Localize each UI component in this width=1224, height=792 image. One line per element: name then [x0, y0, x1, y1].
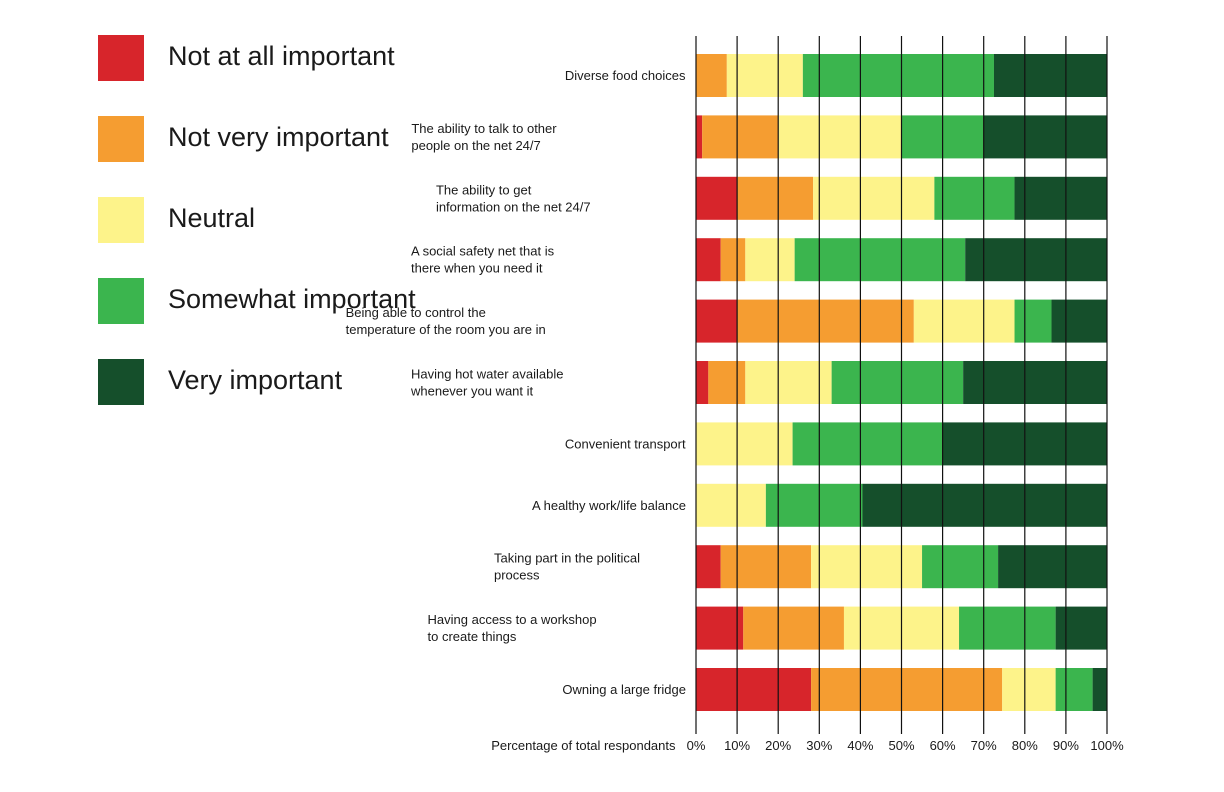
bar-taking-part-in-the-political-process-somewhat-important [922, 545, 999, 589]
x-tick-label-80: 80% [1012, 738, 1038, 753]
bar-the-ability-to-get-information-on-the-net-24-7-very-important [1014, 176, 1108, 220]
legend-item-very-important: Very important [98, 359, 458, 405]
bar-being-able-to-control-the-temperature-of-the-room-you-are-in-not-at-all-important [696, 299, 738, 343]
x-tick-label-30: 30% [806, 738, 832, 753]
bar-having-hot-water-available-whenever-you-want-it-very-important [963, 361, 1107, 404]
bar-being-able-to-control-the-temperature-of-the-room-you-are-in-somewhat-important [1014, 299, 1052, 343]
category-label-owning-a-large-fridge: Owning a large fridge [562, 682, 686, 697]
bar-the-ability-to-talk-to-other-people-on-the-net-24-7-not-very-important [702, 115, 779, 159]
bar-a-social-safety-net-that-is-there-when-you-need-it-somewhat-important [794, 238, 966, 282]
bar-a-healthy-work-life-balance-neutral [696, 483, 766, 527]
legend-item-somewhat-important: Somewhat important [98, 278, 458, 324]
bar-a-social-safety-net-that-is-there-when-you-need-it-neutral [745, 238, 795, 282]
bar-owning-a-large-fridge-neutral [1002, 668, 1056, 711]
bar-diverse-food-choices-not-very-important [696, 54, 727, 97]
gridlines [695, 36, 1108, 734]
category-label-the-ability-to-talk-to-other-people-on-the-net-24-7: The ability to talk to other people on th… [411, 121, 557, 153]
legend-label-neutral: Neutral [168, 203, 256, 233]
category-label-a-social-safety-net-that-is-there-when-you-need-it: A social safety net that is there when yo… [411, 244, 555, 276]
category-label-convenient-transport: Convenient transport [565, 436, 686, 451]
bar-the-ability-to-talk-to-other-people-on-the-net-24-7-neutral [778, 115, 902, 159]
x-tick-label-70: 70% [971, 738, 997, 753]
x-tick-label-50: 50% [888, 738, 914, 753]
legend-label-not-at-all-important: Not at all important [168, 41, 395, 71]
legend: Not at all important Not very important … [98, 35, 458, 405]
bar-the-ability-to-talk-to-other-people-on-the-net-24-7-not-at-all-important [696, 115, 703, 159]
bar-diverse-food-choices-neutral [726, 54, 803, 97]
bar-diverse-food-choices-somewhat-important [802, 54, 994, 97]
legend-swatch-not-at-all-important [98, 35, 144, 81]
bar-having-access-to-a-workshop-to-create-things-very-important [1055, 606, 1108, 650]
bars-layer [696, 54, 1108, 711]
bar-taking-part-in-the-political-process-very-important [998, 545, 1108, 589]
category-label-having-hot-water-available-whenever-you-want-it: Having hot water available whenever you w… [410, 367, 563, 399]
bar-being-able-to-control-the-temperature-of-the-room-you-are-in-neutral [913, 299, 1015, 343]
legend-item-neutral: Neutral [98, 197, 458, 243]
bar-having-hot-water-available-whenever-you-want-it-not-at-all-important [696, 361, 709, 404]
x-tick-label-20: 20% [765, 738, 791, 753]
category-label-a-healthy-work-life-balance: A healthy work/life balance [532, 498, 686, 513]
bar-taking-part-in-the-political-process-not-at-all-important [696, 545, 721, 589]
x-tick-label-40: 40% [847, 738, 873, 753]
bar-the-ability-to-get-information-on-the-net-24-7-somewhat-important [934, 176, 1015, 220]
bar-having-access-to-a-workshop-to-create-things-somewhat-important [959, 606, 1056, 650]
bar-being-able-to-control-the-temperature-of-the-room-you-are-in-very-important [1051, 299, 1108, 343]
bar-a-social-safety-net-that-is-there-when-you-need-it-very-important [965, 238, 1108, 282]
bar-diverse-food-choices-very-important [993, 54, 1108, 97]
legend-item-not-very-important: Not very important [98, 116, 458, 162]
bar-the-ability-to-get-information-on-the-net-24-7-neutral [813, 176, 935, 220]
bar-owning-a-large-fridge-not-very-important [811, 668, 1003, 711]
legend-label-not-very-important: Not very important [168, 122, 389, 152]
x-tick-label-100: 100% [1090, 738, 1124, 753]
bar-the-ability-to-get-information-on-the-net-24-7-not-at-all-important [696, 176, 738, 220]
bar-the-ability-to-get-information-on-the-net-24-7-not-very-important [737, 176, 814, 220]
bar-taking-part-in-the-political-process-not-very-important [720, 545, 812, 589]
x-tick-label-0: 0% [687, 738, 706, 753]
bar-a-social-safety-net-that-is-there-when-you-need-it-not-very-important [720, 238, 746, 282]
category-label-having-access-to-a-workshop-to-create-things: Having access to a workshop to create thi… [428, 612, 597, 644]
bar-a-healthy-work-life-balance-somewhat-important [765, 483, 863, 527]
legend-item-not-at-all-important: Not at all important [98, 35, 458, 81]
x-tick-label-10: 10% [724, 738, 750, 753]
bar-being-able-to-control-the-temperature-of-the-room-you-are-in-not-very-important [737, 299, 914, 343]
bar-owning-a-large-fridge-not-at-all-important [696, 668, 812, 711]
legend-label-somewhat-important: Somewhat important [168, 284, 416, 314]
category-label-taking-part-in-the-political-process: Taking part in the political process [494, 551, 640, 583]
x-tick-label-90: 90% [1053, 738, 1079, 753]
category-label-diverse-food-choices: Diverse food choices [565, 68, 686, 83]
bar-having-hot-water-available-whenever-you-want-it-neutral [745, 361, 832, 404]
bar-a-social-safety-net-that-is-there-when-you-need-it-not-at-all-important [696, 238, 721, 282]
legend-swatch-somewhat-important [98, 278, 144, 324]
bar-owning-a-large-fridge-somewhat-important [1055, 668, 1093, 711]
legend-swatch-very-important [98, 359, 144, 405]
bar-having-hot-water-available-whenever-you-want-it-somewhat-important [831, 361, 964, 404]
bar-convenient-transport-neutral [696, 422, 793, 466]
bar-having-access-to-a-workshop-to-create-things-not-at-all-important [696, 606, 744, 650]
legend-swatch-neutral [98, 197, 144, 243]
category-label-being-able-to-control-the-temperature-of-the-room-you-are-in: Being able to control the temperature of … [346, 305, 546, 337]
legend-swatch-not-very-important [98, 116, 144, 162]
legend-label-very-important: Very important [168, 365, 343, 395]
bar-the-ability-to-talk-to-other-people-on-the-net-24-7-very-important [983, 115, 1107, 159]
category-labels: Diverse food choices The ability to talk … [346, 68, 686, 697]
x-axis-label: Percentage of total respondants [491, 738, 676, 753]
category-label-the-ability-to-get-information-on-the-net-24-7: The ability to get information on the net… [436, 182, 591, 214]
bar-taking-part-in-the-political-process-neutral [811, 545, 923, 589]
bar-convenient-transport-somewhat-important [792, 422, 943, 466]
bar-having-hot-water-available-whenever-you-want-it-not-very-important [708, 361, 746, 404]
x-tick-label-60: 60% [930, 738, 956, 753]
bar-a-healthy-work-life-balance-very-important [862, 483, 1108, 527]
bar-owning-a-large-fridge-very-important [1092, 668, 1108, 711]
x-axis-ticks: 0% 10% 20% 30% 40% 50% 60% 70% 80% 90% 100% [687, 738, 1124, 753]
bar-having-access-to-a-workshop-to-create-things-not-very-important [743, 606, 844, 650]
